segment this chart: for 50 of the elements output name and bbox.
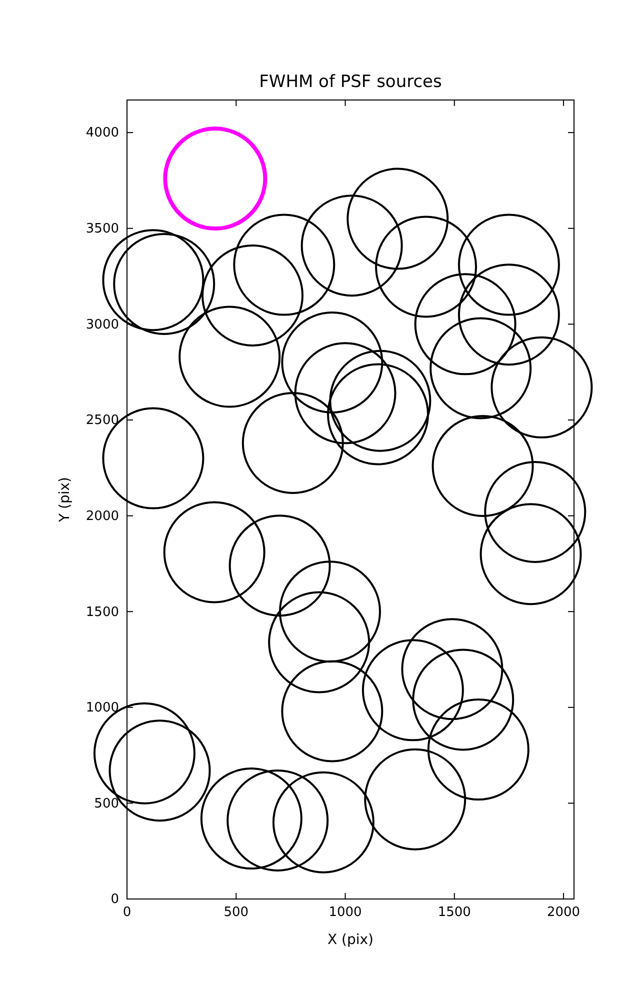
- x-tick-label: 1500: [438, 905, 471, 920]
- point: [327, 363, 429, 466]
- point: [412, 648, 514, 751]
- point: [329, 350, 432, 452]
- point: [268, 591, 370, 694]
- chart-title: FWHM of PSF sources: [259, 72, 442, 92]
- point: [484, 460, 586, 563]
- y-tick-label: 2500: [86, 413, 119, 428]
- point: [427, 698, 530, 801]
- y-axis-title: Y (pix): [57, 477, 73, 523]
- point: [362, 639, 464, 742]
- x-tick-label: 1000: [328, 905, 362, 920]
- y-tick-label: 2000: [86, 508, 119, 524]
- point: [226, 769, 329, 872]
- point: [233, 214, 336, 316]
- point: [294, 342, 396, 444]
- point: [163, 126, 268, 231]
- point: [414, 273, 516, 376]
- point: [480, 503, 582, 606]
- y-tick-label: 3500: [86, 222, 119, 237]
- y-tick-label: 1000: [86, 700, 119, 716]
- y-tick-label: 4000: [86, 126, 119, 141]
- x-tick-label: 0: [122, 905, 132, 920]
- point: [278, 560, 381, 663]
- point: [430, 317, 532, 420]
- point: [228, 514, 331, 617]
- point: [346, 168, 449, 270]
- point: [458, 264, 560, 366]
- point: [163, 501, 266, 604]
- point: [490, 336, 593, 438]
- point: [200, 768, 302, 870]
- point: [281, 312, 384, 414]
- y-tick-label: 3000: [86, 317, 119, 332]
- x-tick-label: 2000: [546, 905, 580, 920]
- x-axis-title: X (pix): [327, 932, 374, 948]
- y-tick-label: 0: [110, 892, 119, 908]
- point: [364, 748, 466, 850]
- point: [202, 244, 304, 346]
- point: [272, 771, 374, 874]
- x-tick-label: 500: [224, 905, 249, 920]
- point: [300, 194, 403, 297]
- point: [401, 618, 504, 720]
- point: [432, 414, 534, 517]
- y-tick-label: 500: [94, 796, 119, 812]
- point: [281, 660, 384, 762]
- point: [458, 214, 560, 316]
- point: [178, 306, 281, 408]
- point: [375, 216, 478, 318]
- point: [242, 392, 344, 494]
- y-tick-label: 1500: [86, 604, 119, 620]
